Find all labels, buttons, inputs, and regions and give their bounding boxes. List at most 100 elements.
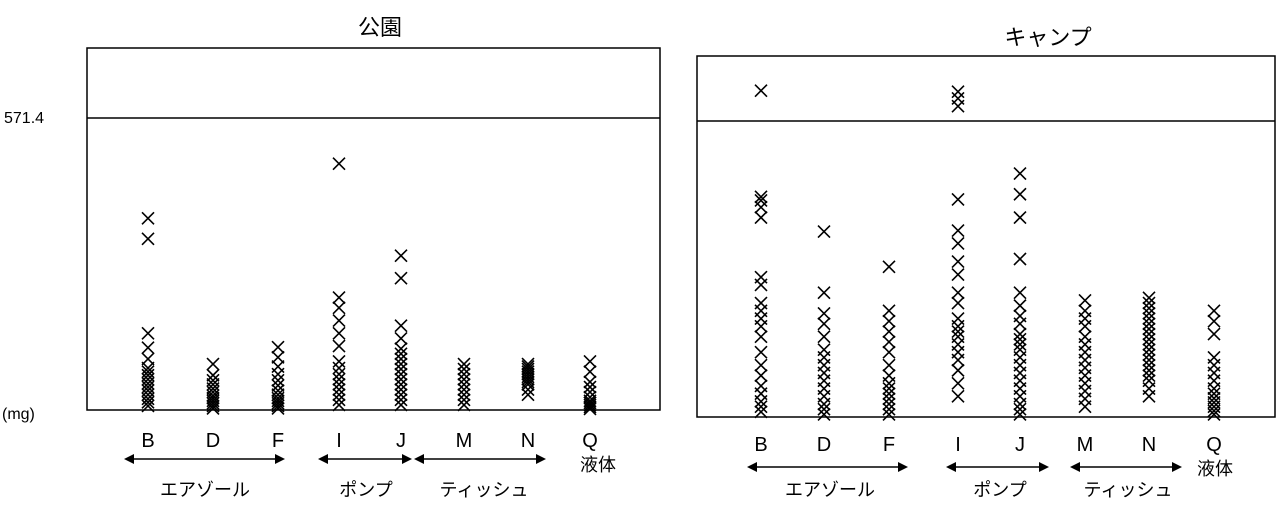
park-point-M-5 [457, 372, 471, 386]
camp-point-I-0 [951, 389, 965, 403]
camp-point-M-13 [1078, 293, 1092, 308]
camp-tick-label-J: J [1015, 434, 1025, 456]
camp-point-B-19 [754, 84, 768, 98]
park-point-J-10 [394, 347, 408, 361]
camp-point-Q-5 [1207, 387, 1221, 401]
camp-point-N-13 [1142, 317, 1156, 331]
camp-point-B-16 [754, 200, 768, 214]
camp-group-label-3: 液体 [1197, 459, 1233, 480]
camp-point-I-10 [951, 296, 965, 310]
camp-point-J-14 [1013, 309, 1027, 323]
camp-point-B-12 [754, 296, 768, 310]
camp-point-B-5 [754, 368, 768, 383]
park-plot-layer: B D F I J M N Q エアゾール ポンプ ティッシュ 液体 [87, 117, 660, 501]
camp-point-B-1 [754, 400, 768, 414]
park-point-N-10 [521, 357, 535, 371]
camp-point-J-15 [1013, 299, 1027, 313]
camp-group-label-1: ポンプ [973, 480, 1026, 501]
camp-point-M-12 [1078, 304, 1092, 318]
park-point-I-9 [332, 339, 346, 353]
camp-point-I-19 [951, 85, 965, 99]
camp-point-I-9 [951, 312, 965, 326]
camp-point-I-7 [951, 324, 965, 339]
park-point-I-13 [332, 291, 346, 305]
park-tick-label-B: B [141, 430, 154, 452]
camp-point-F-9 [882, 345, 896, 359]
park-point-F-10 [271, 359, 285, 374]
camp-point-Q-12 [1207, 314, 1221, 328]
camp-point-Q-4 [1207, 391, 1221, 405]
park-group-label-3: 液体 [580, 455, 616, 476]
park-group-label-1: ポンプ [339, 480, 392, 501]
camp-point-J-12 [1013, 327, 1027, 341]
camp-point-N-6 [1142, 353, 1156, 367]
camp-point-D-12 [817, 306, 831, 320]
camp-point-J-17 [1013, 252, 1027, 266]
park-point-I-7 [332, 361, 346, 375]
camp-point-B-15 [754, 210, 768, 225]
park-point-Q-3 [583, 396, 597, 410]
camp-point-I-16 [951, 192, 965, 206]
camp-point-M-9 [1078, 330, 1092, 344]
park-point-N-8 [521, 362, 535, 376]
park-y-unit-label: (mg) [2, 406, 35, 423]
camp-point-J-11 [1013, 332, 1027, 346]
camp-plot-frame [696, 55, 1276, 418]
park-point-J-5 [394, 372, 408, 386]
park-point-M-2 [457, 388, 471, 402]
camp-tick-label-N: N [1142, 434, 1156, 456]
camp-point-D-1 [817, 402, 831, 416]
camp-point-D-9 [817, 343, 831, 357]
camp-point-B-8 [754, 330, 768, 344]
park-point-M-1 [457, 393, 471, 407]
camp-point-N-18 [1142, 291, 1156, 305]
park-point-I-14 [332, 157, 346, 171]
park-tick-label-J: J [396, 430, 406, 452]
camp-point-D-0 [817, 407, 831, 421]
park-point-D-11 [206, 357, 220, 371]
park-tick-label-Q: Q [582, 430, 598, 452]
park-point-I-6 [332, 367, 346, 381]
camp-point-D-13 [817, 286, 831, 300]
camp-point-I-12 [951, 267, 965, 282]
camp-point-B-4 [754, 379, 768, 393]
camp-point-N-16 [1142, 301, 1156, 315]
camp-point-N-17 [1142, 296, 1156, 310]
park-reference-label: 571.4 [4, 110, 44, 127]
camp-point-J-20 [1013, 166, 1027, 181]
park-point-J-9 [394, 352, 408, 366]
park-point-Q-6 [583, 385, 597, 399]
park-point-Q-5 [583, 390, 597, 404]
park-point-J-15 [394, 249, 408, 263]
camp-point-N-4 [1142, 363, 1156, 377]
park-point-I-10 [332, 326, 346, 340]
park-point-Q-1 [583, 400, 597, 414]
camp-point-B-7 [754, 345, 768, 359]
camp-point-F-8 [882, 358, 896, 372]
park-point-F-5 [271, 388, 285, 402]
park-point-J-2 [394, 388, 408, 402]
camp-point-D-14 [817, 224, 831, 239]
park-group-arrow-2 [414, 454, 546, 464]
camp-point-I-14 [951, 236, 965, 251]
park-point-J-3 [394, 382, 408, 397]
park-point-Q-7 [583, 380, 597, 394]
camp-point-N-8 [1142, 343, 1156, 357]
camp-point-N-11 [1142, 327, 1156, 341]
park-point-F-12 [271, 340, 285, 354]
camp-chart-title: キャンプ [1004, 26, 1091, 51]
park-point-B-13 [141, 326, 155, 340]
park-point-B-11 [141, 352, 155, 366]
park-point-N-9 [521, 359, 535, 374]
camp-point-N-9 [1142, 337, 1156, 352]
camp-point-N-7 [1142, 348, 1156, 362]
park-point-Q-8 [583, 375, 597, 389]
camp-point-B-18 [754, 190, 768, 204]
camp-point-I-6 [951, 330, 965, 344]
park-point-I-4 [332, 377, 346, 392]
camp-point-F-10 [882, 335, 896, 349]
camp-point-N-5 [1142, 358, 1156, 372]
camp-point-B-0 [754, 405, 768, 419]
park-point-J-13 [394, 319, 408, 333]
